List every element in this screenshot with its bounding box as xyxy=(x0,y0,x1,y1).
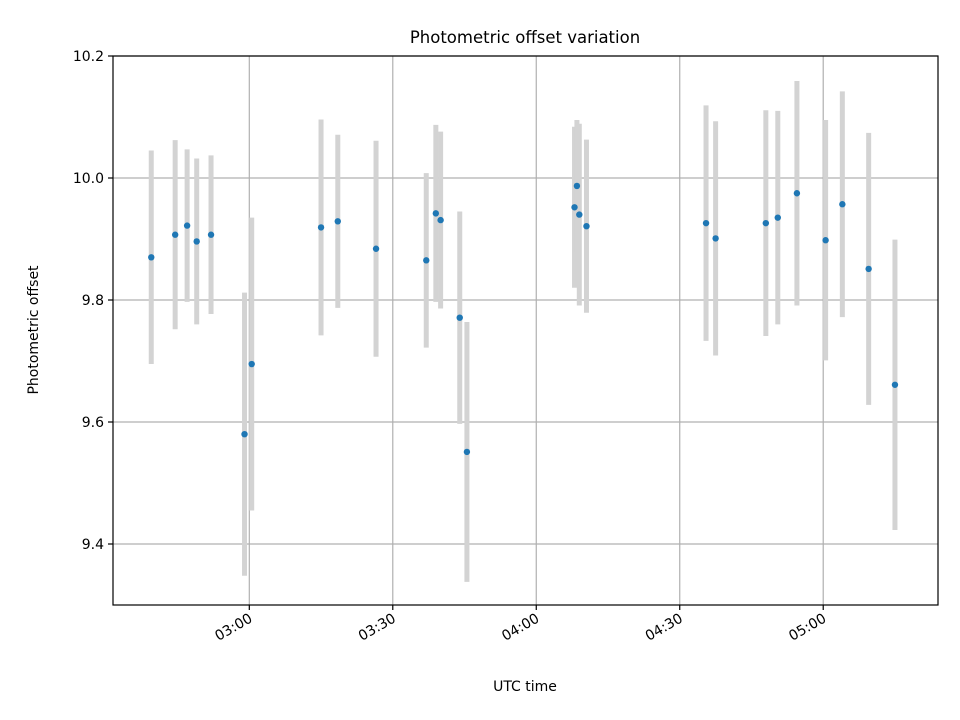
x-axis-label: UTC time xyxy=(493,679,557,695)
y-tick-label: 10.0 xyxy=(73,171,104,187)
y-tick-label: 9.8 xyxy=(82,293,104,309)
data-point xyxy=(576,211,583,218)
data-point xyxy=(248,360,255,368)
data-point xyxy=(712,235,719,242)
data-point xyxy=(183,222,191,229)
y-tick-label: 9.6 xyxy=(82,415,104,431)
y-tick-label: 10.2 xyxy=(73,49,104,65)
data-point xyxy=(423,257,430,264)
y-axis-label: Photometric offset xyxy=(26,265,42,395)
data-point xyxy=(583,222,590,230)
data-point xyxy=(762,219,770,227)
data-point xyxy=(437,216,444,224)
data-point xyxy=(463,448,471,456)
data-point xyxy=(702,219,710,227)
data-point xyxy=(432,210,440,217)
data-point xyxy=(573,182,581,190)
data-point xyxy=(774,214,781,221)
data-point xyxy=(793,190,801,197)
data-points xyxy=(148,182,899,456)
chart-title: Photometric offset variation xyxy=(410,28,640,47)
data-point xyxy=(372,245,380,252)
data-point xyxy=(241,431,248,438)
data-point xyxy=(891,381,899,388)
data-point xyxy=(207,231,215,238)
data-point xyxy=(193,238,200,245)
data-point xyxy=(317,224,325,231)
data-point xyxy=(171,231,179,238)
data-point xyxy=(456,314,463,321)
data-point xyxy=(865,265,872,273)
data-point xyxy=(571,204,578,211)
plot-frame xyxy=(112,55,939,606)
data-point xyxy=(822,237,829,244)
y-tick-label: 9.4 xyxy=(82,537,104,553)
data-point xyxy=(334,218,341,225)
data-point xyxy=(148,254,155,261)
data-point xyxy=(839,201,846,208)
